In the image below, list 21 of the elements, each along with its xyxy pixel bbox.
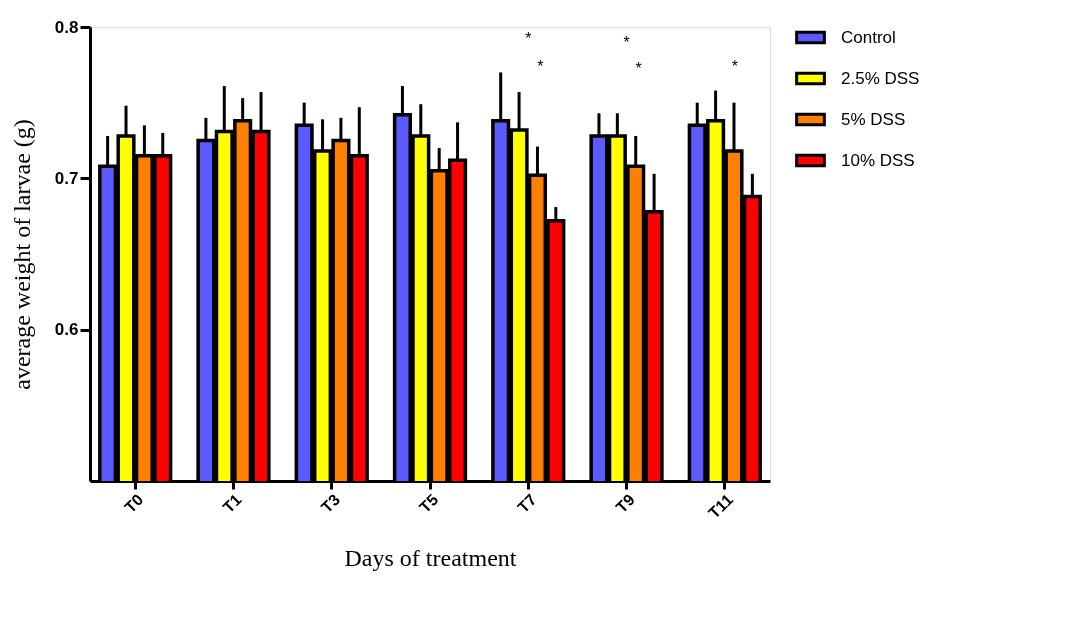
annotation: * [623, 34, 630, 51]
annotation: * [731, 58, 738, 75]
y-tick-label: 0.6 [54, 320, 79, 340]
x-tick-label: T1 [219, 490, 245, 517]
x-tick-label: T5 [416, 490, 442, 517]
legend-label: Control [841, 27, 896, 47]
x-tick-label: T7 [514, 490, 540, 517]
x-tick-label: T0 [121, 490, 147, 517]
x-tick-label: T9 [612, 490, 638, 517]
y-axis-title: average weight of larvae (g) [8, 119, 35, 390]
x-axis-title: Days of treatment [344, 544, 517, 571]
annotation: * [635, 60, 642, 77]
x-tick-label: T3 [317, 490, 344, 517]
x-tick-label: T11 [705, 490, 737, 522]
legend-label: 10% DSS [841, 150, 915, 170]
y-tick-label: 0.8 [54, 17, 79, 37]
annotation: * [537, 58, 544, 75]
y-tick-label: 0.7 [54, 168, 79, 188]
annotation: * [525, 30, 532, 47]
legend-label: 2.5% DSS [841, 68, 920, 88]
legend-label: 5% DSS [841, 109, 906, 129]
